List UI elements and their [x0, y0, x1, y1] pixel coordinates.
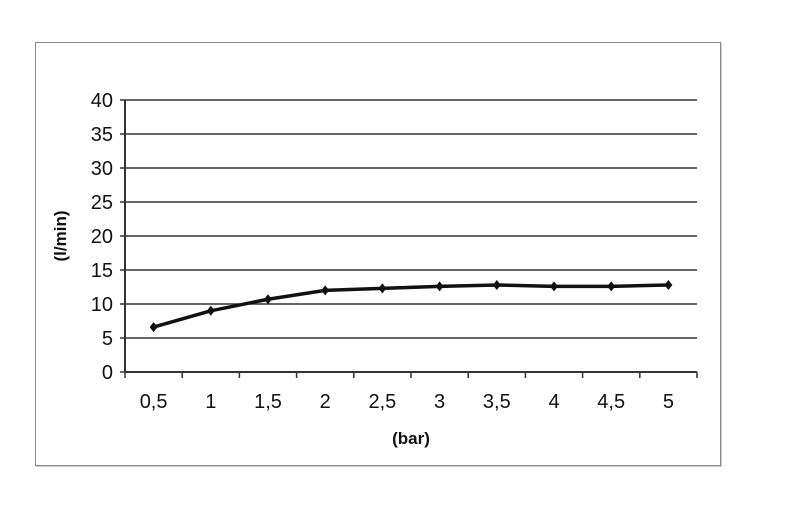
- y-tick-label: 10: [91, 294, 113, 316]
- y-tick-label: 25: [91, 192, 113, 214]
- x-tick-label: 4: [548, 391, 559, 413]
- y-tick-label: 20: [91, 226, 113, 248]
- y-tick-label: 30: [91, 158, 113, 180]
- series-line: [153, 283, 669, 329]
- x-tick-label: 3: [434, 391, 445, 413]
- data-point: [321, 285, 330, 296]
- data-point: [378, 283, 387, 294]
- x-tick-label: 2: [320, 391, 331, 413]
- data-point: [550, 281, 558, 292]
- y-tick-label: 5: [102, 328, 113, 350]
- data-point: [149, 322, 158, 333]
- data-point: [664, 279, 673, 290]
- x-tick-label: 4,5: [597, 391, 625, 413]
- x-tick-label: 0,5: [140, 391, 168, 413]
- chart-frame: [35, 42, 721, 466]
- x-tick-label: 5: [663, 391, 674, 413]
- data-point: [435, 281, 444, 292]
- x-tick-label: 1,5: [254, 391, 282, 413]
- y-tick-label: 40: [91, 90, 113, 112]
- data-point: [264, 294, 272, 305]
- data-point: [607, 281, 616, 292]
- x-axis-label: (bar): [392, 429, 430, 448]
- y-tick-label: 35: [91, 124, 113, 146]
- y-tick-label: 0: [102, 362, 113, 384]
- x-tick-label: 1: [205, 391, 216, 413]
- data-point: [492, 279, 501, 290]
- x-tick-label: 3,5: [483, 391, 511, 413]
- y-tick-label: 15: [91, 260, 113, 282]
- data-point: [206, 305, 215, 316]
- x-tick-label: 2,5: [368, 391, 396, 413]
- y-axis-label: (l/min): [51, 211, 70, 262]
